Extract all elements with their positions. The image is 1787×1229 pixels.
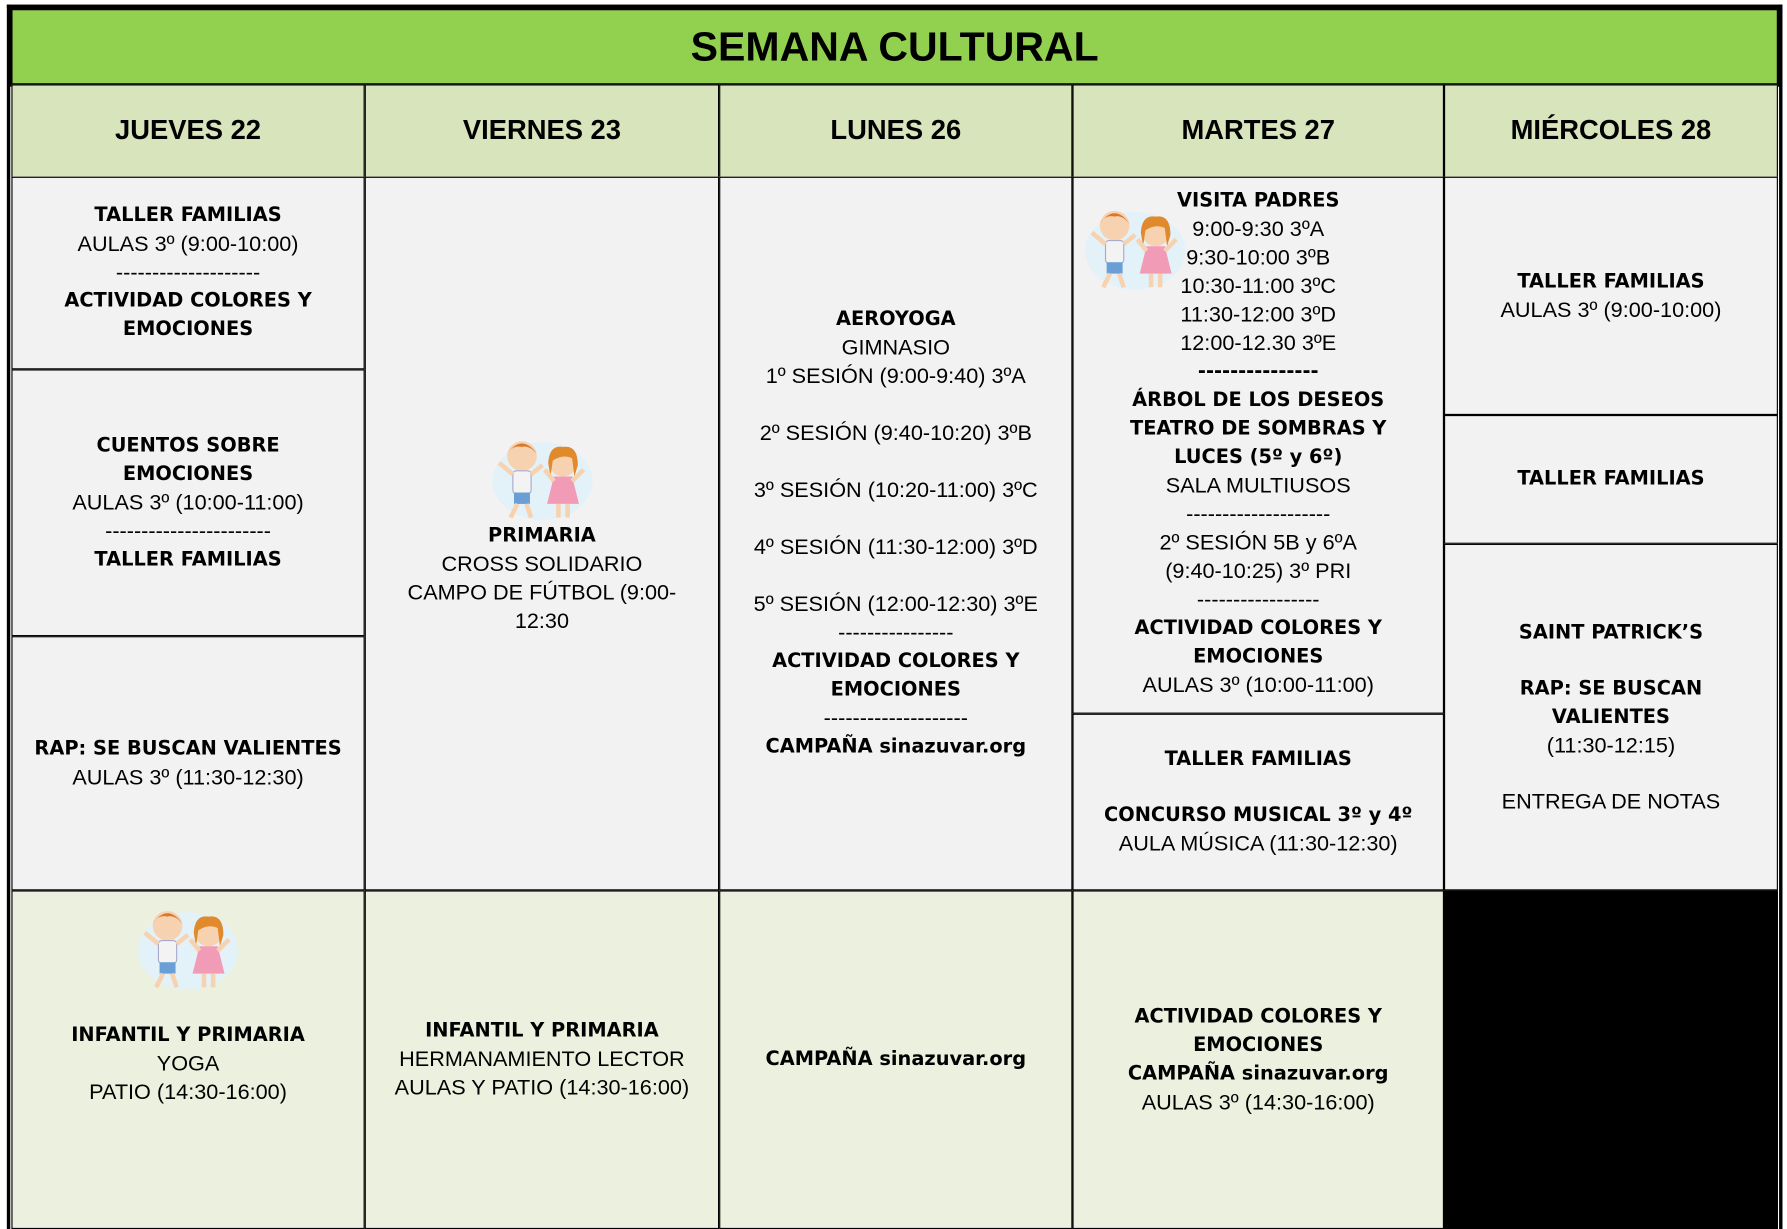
activity-title: ACTIVIDAD COLORES Y EMOCIONES — [64, 289, 312, 341]
activity-title: ÁRBOL DE LOS DESEOS — [1132, 388, 1385, 412]
activity-title: --------------- — [1197, 360, 1319, 384]
activity-title: TALLER FAMILIAS — [94, 547, 282, 571]
activity-detail: 12:00-12.30 3ºE — [1180, 331, 1337, 356]
activity-detail: 11:30-12:00 3ºD — [1180, 303, 1337, 328]
activity-detail: CAMPO DE FÚTBOL (9:00-12:30 — [407, 581, 677, 634]
schedule-cell: ACTIVIDAD COLORES Y EMOCIONES CAMPAÑA sin… — [1072, 890, 1444, 1229]
schedule-cell: TALLER FAMILIAS CONCURSO MUSICAL 3º y 4º A… — [1072, 713, 1444, 891]
title: SEMANA CULTURAL — [9, 6, 1781, 87]
activity-title: CAMPAÑA sinazuvar.org — [765, 735, 1027, 759]
activity-title: ACTIVIDAD COLORES Y EMOCIONES — [772, 649, 1020, 702]
schedule-cell: TALLER FAMILIAS AULAS 3º (9:00-10:00) — [1444, 176, 1778, 415]
activity-title: TALLER FAMILIAS — [1517, 269, 1705, 293]
activity-detail: ENTREGA DE NOTAS — [1501, 789, 1721, 814]
activity-detail: AULAS 3º (9:00-10:00) — [1500, 298, 1722, 323]
activity-detail: ----------------- — [1196, 588, 1320, 613]
schedule-cell: RAP: SE BUSCAN VALIENTES AULAS 3º (11:30-… — [11, 636, 365, 891]
activity-detail: AULAS 3º (10:00-11:00) — [72, 490, 304, 515]
activity-detail: ---------------- — [838, 621, 954, 646]
schedule-cell: INFANTIL Y PRIMARIA YOGA PATIO (14:30-16:0… — [11, 890, 365, 1229]
schedule-cell: TALLER FAMILIAS AULAS 3º (9:00-10:00) ----… — [11, 176, 365, 370]
activity-title: CUENTOS SOBRE EMOCIONES — [96, 433, 280, 486]
activity-detail: 10:30-11:00 3ºC — [1180, 274, 1337, 299]
empty-cell — [1444, 890, 1778, 1229]
activity-detail: AULAS 3º (10:00-11:00) — [1142, 673, 1374, 698]
activity-detail: 5º SESIÓN (12:00-12:30) 3ºE — [753, 592, 1038, 617]
activity-detail: AULAS 3º (14:30-16:00) — [1141, 1090, 1375, 1115]
activity-detail: -------------------- — [823, 706, 968, 731]
schedule-cell: INFANTIL Y PRIMARIA HERMANAMIENTO LECTOR A… — [364, 890, 720, 1229]
activity-detail: HERMANAMIENTO LECTOR — [399, 1047, 685, 1072]
activity-detail: AULAS 3º (11:30-12:30) — [72, 765, 304, 790]
activity-detail: (11:30-12:15) — [1546, 733, 1676, 758]
day-header: LUNES 26 — [719, 84, 1073, 178]
activity-detail: ----------------------- — [105, 519, 271, 544]
day-header: MIÉRCOLES 28 — [1444, 84, 1778, 178]
activity-title: RAP: SE BUSCAN VALIENTES — [1519, 676, 1703, 728]
activity-title: VISITA PADRES — [1177, 189, 1340, 213]
activity-detail: -------------------- — [1186, 502, 1331, 527]
activity-title: INFANTIL Y PRIMARIA — [71, 1023, 305, 1047]
activity-title: TALLER FAMILIAS — [1164, 747, 1352, 771]
schedule-cell: AEROYOGA GIMNASIO 1º SESIÓN (9:00-9:40) 3º… — [719, 176, 1073, 891]
day-header: JUEVES 22 — [11, 84, 365, 178]
activity-detail: CROSS SOLIDARIO — [441, 552, 643, 577]
schedule-cell: CAMPAÑA sinazuvar.org — [719, 890, 1073, 1229]
activity-detail: YOGA — [156, 1052, 220, 1077]
kids-icon — [491, 441, 593, 520]
activity-detail: PATIO (14:30-16:00) — [89, 1080, 287, 1105]
schedule-cell: TALLER FAMILIAS — [1444, 414, 1778, 544]
activity-title: ACTIVIDAD COLORES Y EMOCIONES — [1134, 1004, 1382, 1057]
activity-title: TEATRO DE SOMBRAS Y LUCES (5º y 6º) — [1129, 417, 1387, 469]
kids-icon — [137, 910, 239, 990]
activity-detail: 2º SESIÓN (9:40-10:20) 3ºB — [759, 421, 1032, 446]
activity-detail: 9:30-10:00 3ºB — [1186, 246, 1331, 271]
schedule-cell: CUENTOS SOBRE EMOCIONES AULAS 3º (10:00-1… — [11, 369, 365, 637]
kids-icon — [1084, 210, 1186, 290]
activity-title: INFANTIL Y PRIMARIA — [425, 1019, 659, 1043]
activity-detail: 4º SESIÓN (11:30-12:00) 3ºD — [753, 535, 1038, 560]
activity-detail: -------------------- — [115, 261, 261, 286]
activity-detail: AULAS Y PATIO (14:30-16:00) — [394, 1076, 690, 1101]
activity-title: SAINT PATRICK’S — [1518, 620, 1704, 644]
activity-detail: 9:00-9:30 3ºA — [1192, 217, 1325, 242]
activity-title: PRIMARIA — [488, 524, 596, 548]
activity-detail: 3º SESIÓN (10:20-11:00) 3ºC — [753, 478, 1038, 503]
schedule-cell: VISITA PADRES 9:00-9:30 3ºA 9:30-10:00 3ºB… — [1072, 176, 1444, 714]
activity-title: AEROYOGA — [835, 307, 956, 331]
day-header: VIERNES 23 — [364, 84, 720, 178]
day-header: MARTES 27 — [1072, 84, 1444, 178]
activity-detail: SALA MULTIUSOS — [1165, 474, 1351, 499]
activity-title: ACTIVIDAD COLORES Y EMOCIONES — [1134, 616, 1382, 669]
activity-detail: AULAS 3º (9:00-10:00) — [77, 232, 299, 257]
activity-detail: 1º SESIÓN (9:00-9:40) 3ºA — [765, 364, 1026, 389]
activity-title: CAMPAÑA sinazuvar.org — [765, 1047, 1027, 1071]
schedule-cell: SAINT PATRICK’S RAP: SE BUSCAN VALIENTES (… — [1444, 543, 1778, 891]
activity-detail: (9:40-10:25) 3º PRI — [1165, 559, 1352, 584]
activity-detail: AULA MÚSICA (11:30-12:30) — [1118, 832, 1398, 857]
activity-title: CONCURSO MUSICAL 3º y 4º — [1104, 803, 1413, 827]
activity-title: CAMPAÑA sinazuvar.org — [1127, 1062, 1389, 1085]
activity-detail: GIMNASIO — [841, 336, 950, 361]
schedule-cell: PRIMARIA CROSS SOLIDARIO CAMPO DE FÚTBOL (… — [364, 176, 720, 891]
activity-title: RAP: SE BUSCAN VALIENTES — [34, 737, 342, 760]
activity-detail: 2º SESIÓN 5B y 6ºA — [1159, 531, 1358, 556]
activity-title: TALLER FAMILIAS — [94, 204, 282, 227]
activity-title: TALLER FAMILIAS — [1517, 467, 1705, 491]
